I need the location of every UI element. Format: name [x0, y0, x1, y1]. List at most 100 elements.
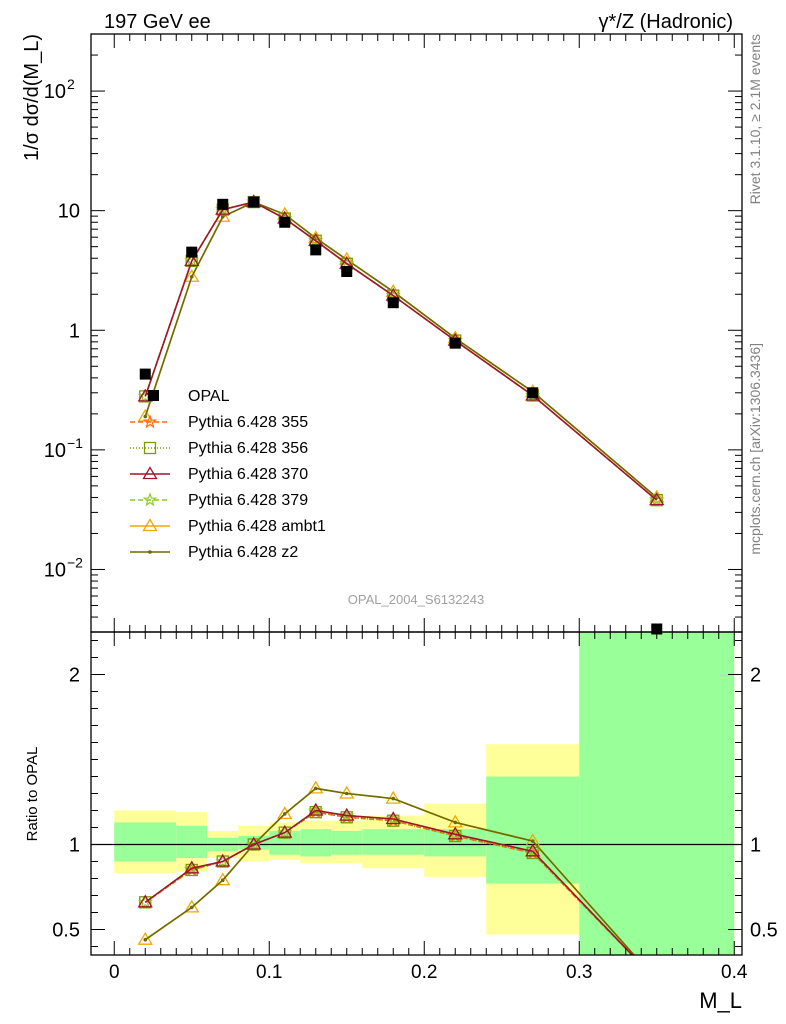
legend: OPAL Pythia 6.428 355 Pythia 6.428 356 Pyth… — [130, 388, 326, 561]
band-inner — [579, 632, 735, 955]
legend-label: Pythia 6.428 ambt1 — [188, 518, 326, 535]
point-marker — [184, 860, 200, 875]
data-point — [310, 244, 322, 256]
point-marker — [137, 931, 153, 945]
point-marker — [189, 274, 194, 279]
header-left: 197 GeV ee — [104, 11, 211, 33]
point-marker — [137, 894, 153, 908]
point-marker — [277, 824, 293, 839]
legend-label: Pythia 6.428 355 — [188, 414, 308, 431]
band-inner — [362, 829, 425, 855]
mcplots-label: mcplots.cern.ch [arXiv:1306.3436] — [747, 343, 763, 555]
point-marker — [282, 812, 287, 816]
main-ylabel: 1/σ dσ/d(M_L) — [21, 34, 43, 161]
ratio-y-tick-label: 2 — [69, 665, 80, 687]
y-tick-label: 10 — [58, 201, 80, 223]
point-marker — [313, 786, 318, 791]
point-marker — [215, 853, 231, 867]
series-3 — [137, 194, 665, 507]
point-marker — [246, 836, 262, 850]
data-point — [186, 246, 198, 258]
point-marker — [184, 253, 200, 268]
header-right: γ*/Z (Hadronic) — [599, 11, 733, 33]
y-tick-label: 10 — [44, 81, 66, 103]
legend-label: Pythia 6.428 379 — [188, 492, 308, 509]
point-marker — [148, 550, 152, 554]
y-tick-exponent: 2 — [67, 76, 75, 92]
y-tick-label: 1 — [69, 320, 80, 342]
ratio-y-tick-label: 1 — [69, 835, 80, 857]
point-marker — [143, 441, 157, 455]
legend-label: OPAL — [188, 388, 230, 405]
x-axis-label: M_L — [699, 988, 742, 1013]
data-point — [139, 368, 151, 380]
band-inner — [486, 776, 580, 884]
ratio-bands — [114, 632, 735, 955]
legend-data-marker — [148, 390, 159, 401]
point-marker — [525, 843, 541, 857]
point-marker — [339, 807, 355, 821]
legend-label: Pythia 6.428 z2 — [188, 544, 298, 561]
data-point — [527, 387, 539, 399]
x-tick-label: 0.1 — [256, 962, 282, 983]
point-marker — [142, 518, 158, 532]
data-point — [341, 265, 353, 277]
data-point — [449, 337, 461, 349]
series-1 — [139, 195, 663, 507]
data-point — [248, 196, 260, 208]
point-marker — [649, 492, 665, 506]
data-point — [279, 216, 291, 228]
ratio-line — [144, 811, 634, 955]
point-marker — [220, 878, 225, 882]
ratio-series — [137, 780, 636, 955]
x-tick-label: 0.2 — [411, 962, 437, 983]
band-inner — [331, 830, 363, 855]
band-inner — [424, 829, 487, 857]
point-marker — [142, 414, 158, 429]
point-marker — [308, 780, 324, 794]
point-marker — [220, 214, 225, 219]
y-tick-exponent: −2 — [67, 554, 83, 570]
series-2 — [137, 194, 665, 506]
band-inner — [114, 822, 177, 862]
point-marker — [189, 905, 194, 910]
point-marker — [142, 466, 158, 480]
point-marker — [143, 414, 148, 419]
band-inner — [176, 825, 208, 859]
ratio-ylabel: Ratio to OPAL — [24, 747, 41, 842]
point-marker — [447, 826, 463, 840]
ratio-y-tick-label-right: 1 — [750, 835, 761, 857]
point-marker — [385, 811, 401, 825]
point-marker — [184, 860, 200, 874]
rivet-label: Rivet 3.1.10, ≥ 2.1M events — [747, 34, 763, 204]
legend-label: Pythia 6.428 370 — [188, 466, 308, 483]
point-marker — [308, 802, 324, 816]
x-tick-label: 0.3 — [566, 962, 592, 983]
point-marker — [308, 230, 324, 244]
point-marker — [530, 839, 535, 843]
legend-label: Pythia 6.428 356 — [188, 440, 308, 457]
point-marker — [143, 937, 148, 942]
band-inner — [300, 829, 332, 857]
y-tick-exponent: −1 — [67, 435, 83, 451]
ratio-y-tick-label-right: 2 — [750, 665, 761, 687]
point-marker — [391, 796, 396, 801]
point-marker — [339, 807, 355, 822]
point-marker — [137, 894, 153, 909]
ratio-line — [144, 809, 634, 955]
y-tick-label: 10 — [44, 559, 66, 581]
ratio-y-tick-label-right: 0.5 — [750, 920, 778, 942]
point-marker — [308, 233, 324, 247]
point-marker — [308, 802, 324, 817]
point-marker — [453, 820, 458, 825]
point-marker — [447, 826, 463, 841]
data-point — [387, 297, 399, 309]
series-0 — [137, 194, 665, 507]
x-tick-label: 0.4 — [721, 962, 748, 983]
point-marker — [649, 492, 665, 507]
data-point — [217, 198, 229, 210]
main-frame — [90, 33, 743, 633]
point-marker — [344, 791, 349, 796]
